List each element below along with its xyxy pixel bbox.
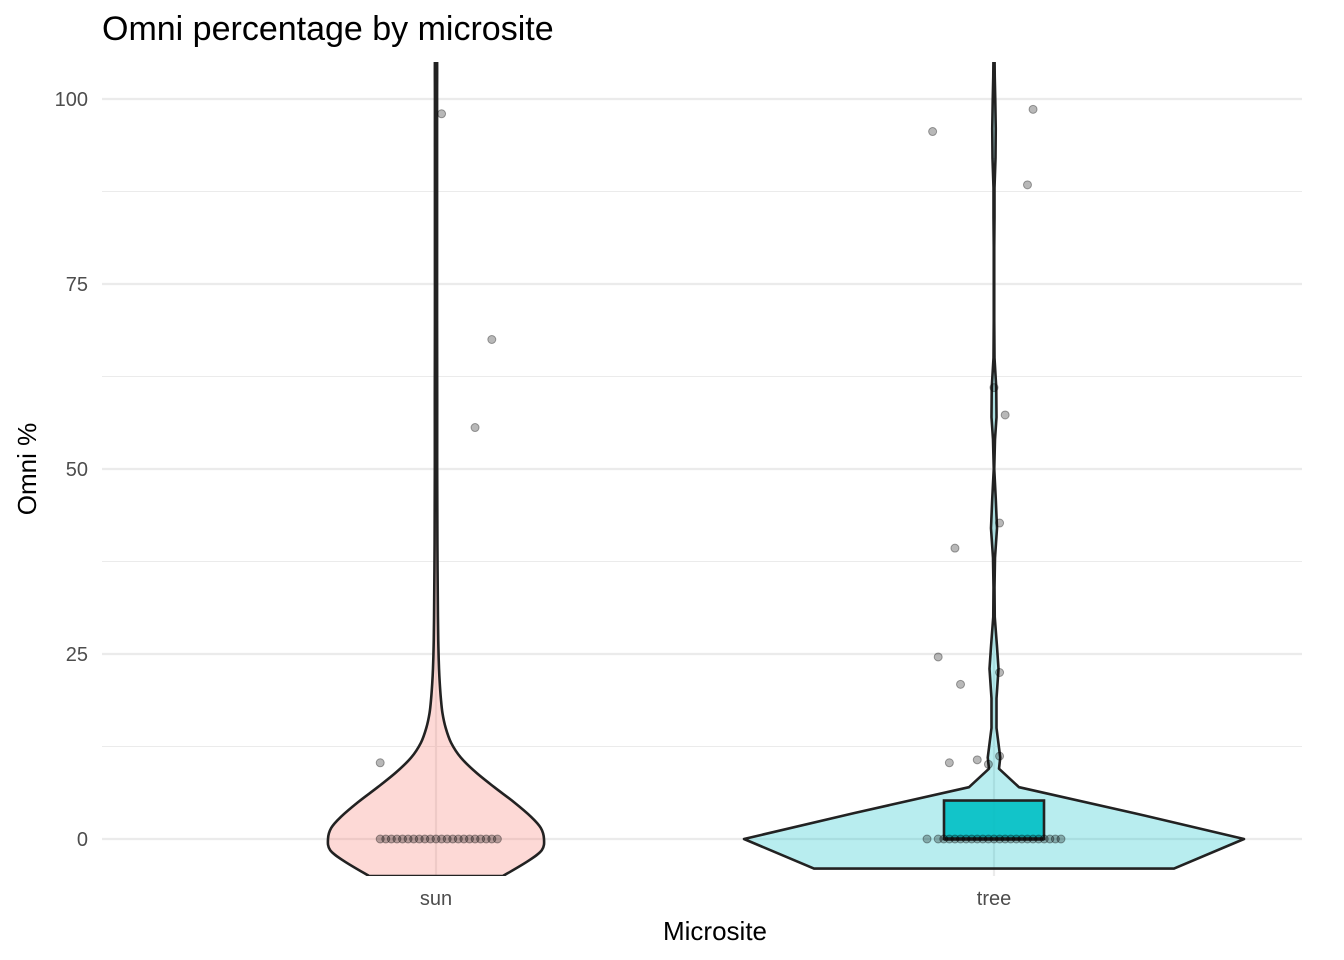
data-point-tree xyxy=(978,834,988,844)
data-point-tree xyxy=(961,834,971,844)
x-tick-label: tree xyxy=(977,888,1011,910)
data-point-tree xyxy=(983,759,993,769)
data-point-sun xyxy=(487,834,497,844)
x-tick-label: sun xyxy=(420,888,452,910)
data-point-tree xyxy=(972,834,982,844)
data-point-tree xyxy=(1017,834,1027,844)
violin-tree xyxy=(742,62,1246,870)
data-point-sun xyxy=(470,834,480,844)
data-point-sun xyxy=(398,834,408,844)
data-point-tree xyxy=(1011,834,1021,844)
data-point-sun xyxy=(431,834,441,844)
y-tick-label: 50 xyxy=(66,459,88,481)
data-point-tree xyxy=(944,758,954,768)
data-point-tree xyxy=(995,668,1005,677)
data-point-sun xyxy=(392,834,402,844)
data-point-sun xyxy=(459,834,469,844)
y-axis-title: Omni % xyxy=(12,423,42,515)
data-point-sun xyxy=(487,335,497,344)
data-point-sun xyxy=(437,834,447,844)
data-point-tree xyxy=(950,543,960,553)
data-layer xyxy=(326,62,1246,876)
data-point-tree xyxy=(995,518,1005,528)
data-point-tree xyxy=(933,652,943,662)
data-point-tree xyxy=(989,834,999,844)
data-point-sun xyxy=(375,758,385,768)
data-point-tree xyxy=(1000,410,1010,420)
data-point-tree xyxy=(1039,834,1049,844)
y-tick-label: 75 xyxy=(66,274,88,296)
data-point-sun xyxy=(414,834,424,844)
data-point-tree xyxy=(1022,180,1032,190)
data-point-tree xyxy=(1050,834,1060,844)
data-point-sun xyxy=(375,834,385,844)
data-point-sun xyxy=(381,834,391,844)
data-point-sun xyxy=(464,834,474,844)
data-point-tree xyxy=(950,834,960,844)
data-point-sun xyxy=(476,834,486,844)
data-point-tree xyxy=(967,834,977,844)
data-point-sun xyxy=(470,423,480,433)
data-point-sun xyxy=(437,109,447,119)
y-tick-label: 25 xyxy=(66,644,88,666)
data-point-tree xyxy=(922,834,932,844)
x-axis-title: Microsite xyxy=(663,916,767,946)
data-point-tree xyxy=(989,383,999,393)
data-point-tree xyxy=(1028,104,1038,114)
data-point-tree xyxy=(983,834,993,844)
data-point-tree xyxy=(1022,834,1032,844)
tick-labels: 0 25 50 75 100 sun tree xyxy=(55,89,1012,910)
data-point-tree xyxy=(933,834,943,844)
data-point-tree xyxy=(928,127,938,137)
data-point-tree xyxy=(972,755,982,765)
data-point-sun xyxy=(448,834,458,844)
data-point-tree xyxy=(1034,834,1044,844)
data-point-tree xyxy=(944,834,954,844)
data-point-sun xyxy=(453,834,463,844)
data-point-tree xyxy=(1045,834,1055,844)
data-point-sun xyxy=(403,834,413,844)
data-point-tree xyxy=(1028,834,1038,844)
y-tick-label: 0 xyxy=(77,829,88,851)
data-point-sun xyxy=(386,834,396,844)
box-tree xyxy=(942,799,1046,841)
data-point-sun xyxy=(425,834,435,844)
data-point-sun xyxy=(481,834,491,844)
data-point-tree xyxy=(995,834,1005,844)
violin-sun xyxy=(326,62,546,876)
data-point-tree xyxy=(1000,834,1010,844)
data-point-sun xyxy=(492,834,502,844)
data-point-tree xyxy=(995,751,1005,761)
data-point-tree xyxy=(1056,834,1066,844)
data-point-tree xyxy=(939,834,949,844)
data-point-tree xyxy=(956,679,966,689)
chart-title: Omni percentage by microsite xyxy=(102,10,554,48)
data-point-tree xyxy=(1006,834,1016,844)
data-point-sun xyxy=(420,834,430,844)
data-point-tree xyxy=(956,834,966,844)
data-point-sun xyxy=(409,834,419,844)
data-point-sun xyxy=(442,834,452,844)
y-tick-label: 100 xyxy=(55,89,88,111)
